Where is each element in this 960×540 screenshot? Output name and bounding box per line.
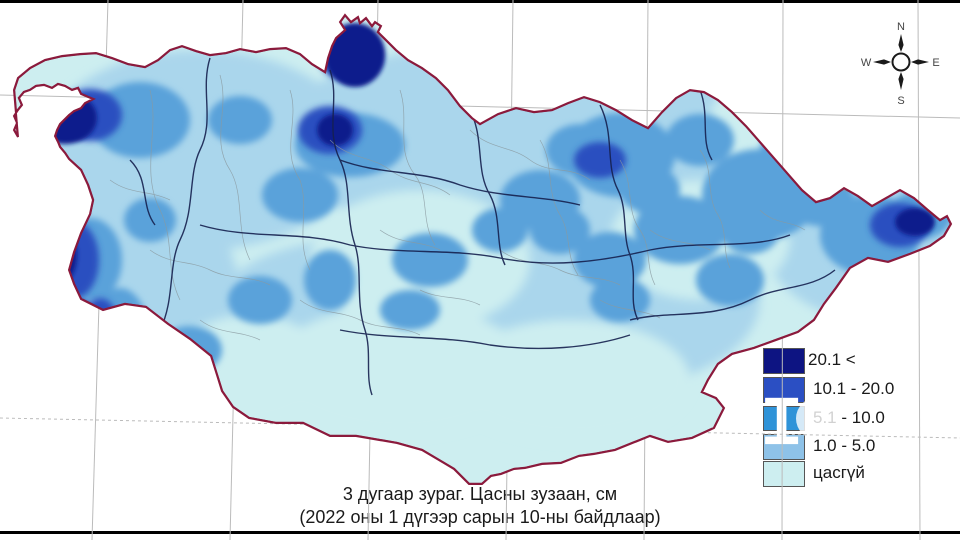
- svg-text:N: N: [897, 21, 905, 33]
- svg-text:W: W: [861, 57, 872, 69]
- svg-text:S: S: [897, 95, 904, 107]
- svg-text:E: E: [932, 57, 939, 69]
